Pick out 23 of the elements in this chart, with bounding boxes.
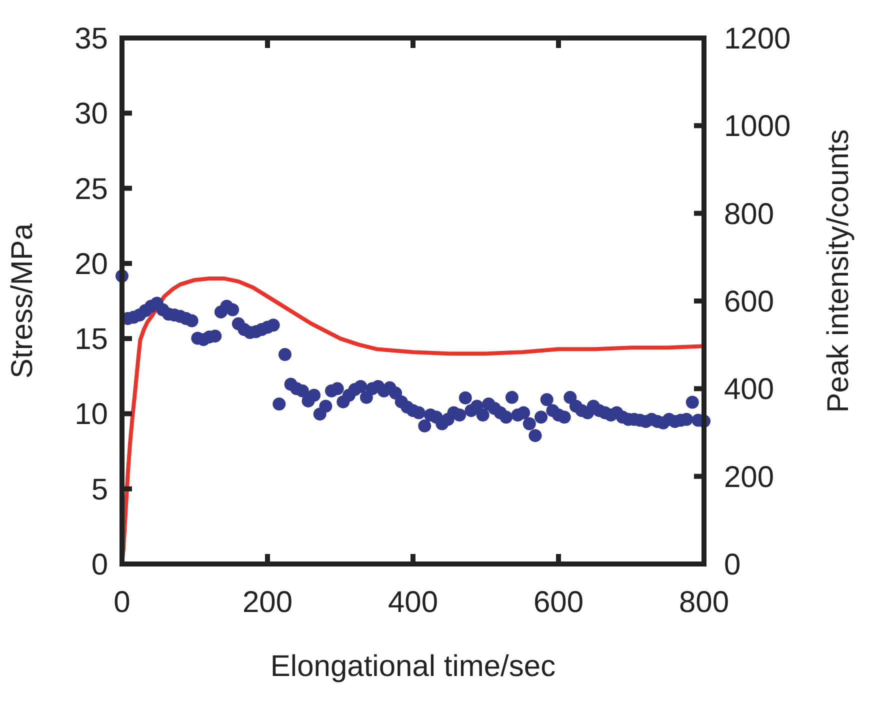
y-tick-label: 30: [74, 98, 108, 131]
x-axis-title: Elongational time/sec: [270, 650, 556, 683]
y2-tick-label: 800: [724, 198, 774, 231]
x-tick-label: 800: [678, 586, 730, 619]
y2-tick-label: 600: [724, 286, 774, 318]
x-tick-label: 600: [533, 586, 584, 619]
y-tick-label: 0: [91, 548, 108, 582]
y2-tick-label: 0: [724, 548, 741, 582]
y2-tick-label: 400: [724, 373, 774, 406]
y-tick-label: 5: [91, 473, 108, 506]
x-tick-label: 200: [242, 586, 293, 619]
x-tick-label: 400: [388, 586, 438, 619]
y2-tick-label: 1200: [724, 22, 791, 56]
y-tick-label: 15: [74, 323, 108, 356]
y-axis-title: Stress/MPa: [6, 223, 39, 379]
x-tick-label: 0: [114, 586, 130, 619]
y-tick-label: 25: [74, 172, 108, 206]
y-tick-label: 20: [74, 248, 108, 281]
y2-tick-label: 200: [724, 460, 774, 494]
y-tick-label: 10: [74, 398, 108, 432]
y2-tick-label: 1000: [724, 110, 791, 144]
y2-axis-title: Peak intensity/counts: [822, 129, 855, 413]
y-tick-label: 35: [74, 22, 108, 56]
